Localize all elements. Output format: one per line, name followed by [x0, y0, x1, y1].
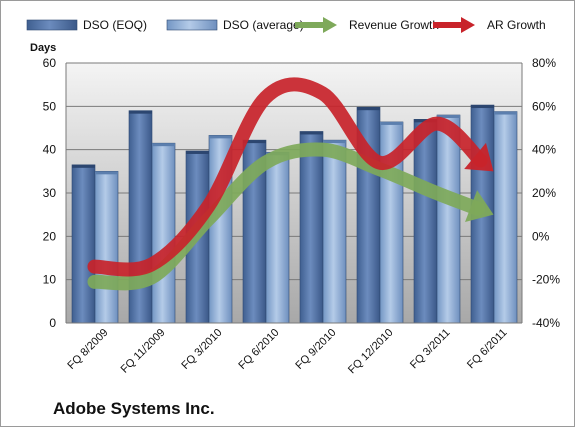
right-tick-label: 40%: [532, 143, 556, 157]
left-tick-label: 40: [43, 143, 57, 157]
bar-dso-average-1: [151, 142, 176, 324]
left-axis-label: Days: [30, 42, 56, 54]
bar-dso-average-0: [94, 171, 119, 324]
left-tick-label: 10: [43, 273, 57, 287]
category-label: FQ 9/2010: [293, 327, 338, 372]
left-tick-label: 50: [43, 99, 57, 113]
category-label: FQ 3/2010: [179, 327, 224, 372]
bar-cap-dso-eoq-5: [357, 107, 380, 111]
right-tick-label: 60%: [532, 99, 556, 113]
legend-swatch-arrow: [461, 17, 475, 33]
line-revenue-growth: [87, 142, 485, 291]
right-tick-label: -20%: [532, 273, 560, 287]
legend-swatch: [26, 19, 78, 31]
legend-label: AR Growth: [487, 18, 546, 32]
category-label: FQ 11/2009: [119, 327, 168, 376]
category-label: FQ 12/2010: [346, 327, 396, 377]
bar-dso-average-7: [493, 111, 518, 324]
right-tick-label: -40%: [532, 316, 560, 330]
bar-cap-dso-average-5: [380, 121, 403, 125]
bar-dso-eoq-4: [299, 131, 324, 324]
legend-label: Revenue Growth: [349, 18, 439, 32]
legend-item-ar-growth: AR Growth: [433, 17, 546, 33]
bar-cap-dso-eoq-1: [129, 110, 152, 114]
category-label: FQ 3/2011: [408, 327, 453, 372]
category-label: FQ 8/2009: [65, 327, 110, 372]
bar-cap-dso-eoq-7: [471, 105, 494, 109]
bar-cap-dso-average-2: [209, 135, 232, 139]
bar-dso-eoq-1: [128, 110, 153, 324]
right-tick-label: 20%: [532, 186, 556, 200]
bar-cap-dso-average-0: [95, 171, 118, 175]
bar-cap-dso-average-1: [152, 143, 175, 147]
chart-title: Adobe Systems Inc.: [53, 399, 215, 418]
left-tick-label: 60: [43, 56, 57, 70]
right-tick-label: 0%: [532, 229, 550, 243]
legend-item-dso-average: DSO (average): [166, 18, 304, 32]
bar-dso-average-3: [265, 151, 290, 324]
left-tick-label: 0: [49, 316, 56, 330]
bar-dso-eoq-0: [71, 164, 96, 324]
legend-item-dso-eoq: DSO (EOQ): [26, 18, 147, 32]
bar-cap-dso-average-7: [494, 111, 517, 115]
bar-dso-average-4: [322, 139, 347, 324]
bar-cap-dso-eoq-4: [300, 131, 323, 135]
legend-swatch-arrow: [323, 17, 337, 33]
bar-dso-eoq-6: [413, 119, 438, 324]
bar-dso-average-6: [436, 114, 461, 324]
bar-cap-dso-eoq-0: [72, 164, 95, 168]
line-ar-growth: [87, 77, 488, 277]
bar-cap-dso-average-6: [437, 115, 460, 118]
legend-swatch: [166, 19, 218, 31]
left-tick-label: 30: [43, 186, 57, 200]
legend-item-revenue-growth: Revenue Growth: [295, 17, 439, 33]
right-tick-label: 80%: [532, 56, 556, 70]
arrowhead-ar-growth: [464, 142, 494, 172]
arrowhead-revenue-growth: [465, 190, 494, 223]
category-label: FQ 6/2011: [465, 327, 510, 372]
bar-cap-dso-eoq-2: [186, 150, 209, 154]
category-label: FQ 6/2010: [236, 327, 281, 372]
bar-cap-dso-average-4: [323, 140, 346, 144]
legend-label: DSO (average): [223, 18, 304, 32]
bar-cap-dso-eoq-3: [243, 140, 266, 144]
left-tick-label: 20: [43, 229, 57, 243]
legend-label: DSO (EOQ): [83, 18, 147, 32]
